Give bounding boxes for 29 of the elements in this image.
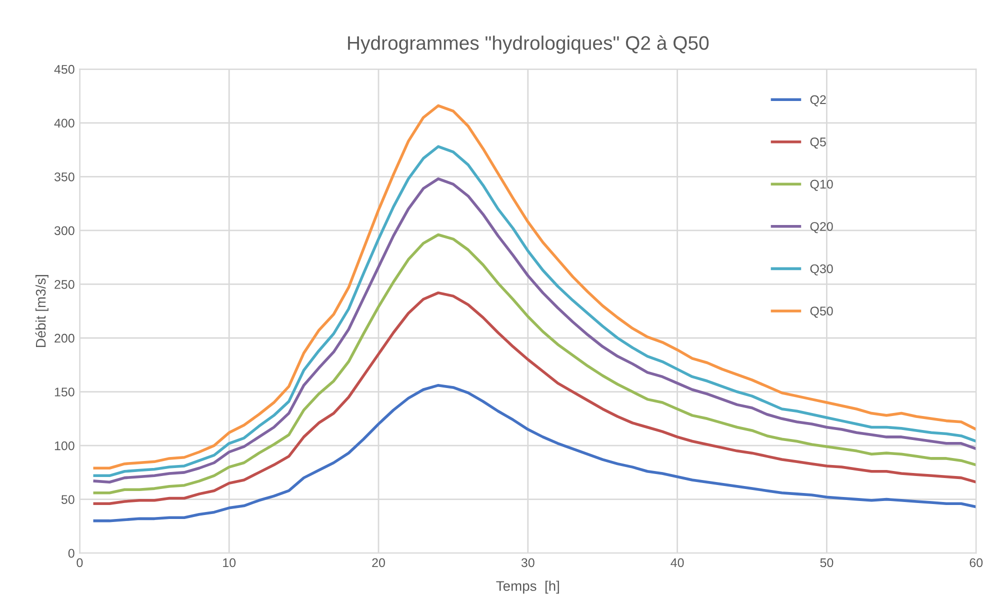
x-axis-title: Temps [h] <box>496 580 559 594</box>
y-tick-label: 300 <box>54 226 74 236</box>
legend-label: Q20 <box>810 222 833 234</box>
legend-label: Q30 <box>810 264 833 276</box>
line-series <box>93 233 976 494</box>
y-tick-label: 400 <box>54 118 74 128</box>
line-series <box>93 291 976 506</box>
x-tick-label: 30 <box>521 558 534 568</box>
x-tick-label: 40 <box>670 558 684 568</box>
legend-label: Q10 <box>810 180 833 191</box>
y-tick-label: 150 <box>54 388 74 396</box>
y-tick-label: 450 <box>54 64 74 74</box>
legend-label: Q5 <box>810 138 826 149</box>
x-tick-label: 0 <box>76 558 83 568</box>
legend-label: Q50 <box>810 306 833 318</box>
y-axis-title: Débit [m3/s] <box>35 275 48 348</box>
x-tick-label: 60 <box>970 558 983 568</box>
legend-label: Q2 <box>810 95 826 106</box>
y-tick-label: 100 <box>54 441 74 450</box>
y-tick-label: 200 <box>54 334 74 343</box>
x-tick-label: 50 <box>820 558 834 568</box>
y-tick-label: 350 <box>54 172 74 182</box>
y-tick-label: 0 <box>68 548 74 558</box>
y-tick-label: 250 <box>54 280 74 289</box>
x-tick-label: 10 <box>223 558 236 568</box>
y-tick-label: 50 <box>61 495 74 504</box>
chart-title: Hydrogrammes "hydrologiques" Q2 à Q50 <box>348 35 709 54</box>
x-tick-label: 20 <box>372 558 385 568</box>
line-series <box>93 384 976 522</box>
